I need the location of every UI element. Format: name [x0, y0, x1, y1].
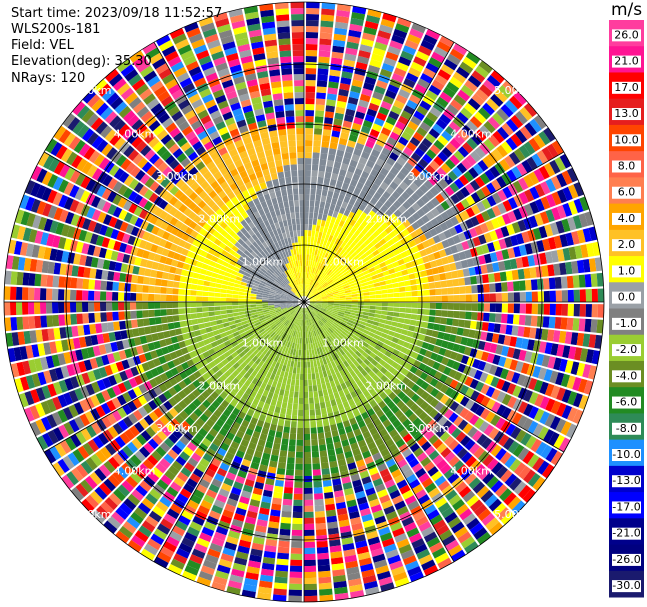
- elevation-label: Elevation(deg): 35.30: [11, 54, 152, 69]
- colorbar-tick-bg: [612, 553, 641, 566]
- ring-distance-label: 2.00km: [365, 379, 407, 392]
- colorbar-tick-label: -1.0: [616, 317, 637, 330]
- ring-distance-label: 3.00km: [156, 170, 198, 183]
- colorbar-tick-label: -2.0: [616, 343, 637, 356]
- ring-distance-label: 1.00km: [242, 336, 284, 349]
- colorbar-tick-bg: [612, 448, 641, 461]
- ring-distance-label: 4.00km: [450, 128, 492, 141]
- azimuth-spoke: [303, 41, 455, 303]
- ring-distance-label: 1.00km: [322, 336, 364, 349]
- ring-distance-label: 3.00km: [408, 170, 450, 183]
- ring-distance-label: 3.00km: [408, 422, 450, 435]
- colorbar-tick-label: -6.0: [616, 396, 637, 409]
- azimuth-spoke: [303, 301, 455, 563]
- start-time-label: Start time: 2023/09/18 11:52:57: [11, 6, 223, 21]
- colorbar-tick-bg: [612, 186, 641, 199]
- colorbar-tick-bg: [612, 344, 641, 357]
- colorbar-tick-bg: [612, 527, 641, 540]
- colorbar-tick-label: 26.0: [614, 28, 639, 41]
- colorbar-tick-label: 4.0: [618, 212, 636, 225]
- colorbar-tick-label: 10.0: [614, 133, 639, 146]
- ring-distance-label: 5.00km: [494, 508, 536, 521]
- ring-distance-label: 1.00km: [322, 256, 364, 269]
- colorbar-tick-bg: [612, 29, 641, 42]
- colorbar-tick-label: 17.0: [614, 81, 639, 94]
- colorbar-tick-label: -4.0: [616, 369, 637, 382]
- colorbar-tick-label: -30.0: [612, 579, 640, 592]
- colorbar-tick-bg: [612, 291, 641, 304]
- colorbar-tick-label: 13.0: [614, 107, 639, 120]
- colorbar-tick-bg: [612, 81, 641, 94]
- colorbar-tick-label: 21.0: [614, 55, 639, 68]
- ring-distance-label: 2.00km: [199, 379, 241, 392]
- colorbar-tick-bg: [612, 370, 641, 383]
- field-label: Field: VEL: [11, 38, 74, 53]
- colorbar-tick-bg: [612, 396, 641, 409]
- ring-distance-label: 3.00km: [156, 422, 198, 435]
- colorbar-tick-bg: [612, 160, 641, 173]
- colorbar-tick-label: -8.0: [616, 422, 637, 435]
- colorbar-tick-label: -26.0: [612, 553, 640, 566]
- colorbar-tick-label: 1.0: [618, 264, 636, 277]
- azimuth-spoke: [303, 151, 565, 303]
- azimuth-spoke: [43, 151, 305, 303]
- colorbar-tick-bg: [612, 134, 641, 147]
- colorbar-tick-label: -13.0: [612, 474, 640, 487]
- ring-distance-label: 5.00km: [494, 84, 536, 97]
- colorbar-tick-bg: [612, 580, 641, 593]
- colorbar-tick-label: 0.0: [618, 291, 636, 304]
- ring-distance-label: 5.00km: [70, 508, 112, 521]
- colorbar-tick-label: 2.0: [618, 238, 636, 251]
- colorbar-tick-bg: [612, 239, 641, 252]
- range-rings: [3, 1, 605, 603]
- colorbar-tick-bg: [612, 317, 641, 330]
- colorbar-tick-bg: [612, 108, 641, 121]
- colorbar-unit-label: m/s: [611, 0, 643, 20]
- colorbar-tick-bg: [612, 265, 641, 278]
- azimuth-spoke: [303, 301, 565, 453]
- colorbar-tick-label: -10.0: [612, 448, 640, 461]
- colorbar-tick-label: 8.0: [618, 159, 636, 172]
- colorbar-tick-label: 6.0: [618, 186, 636, 199]
- colorbar-tick-label: -17.0: [612, 500, 640, 513]
- colorbar-tick-bg: [612, 422, 641, 435]
- colorbar-tick-bg: [612, 501, 641, 514]
- ring-distance-label: 4.00km: [114, 464, 156, 477]
- ring-distance-label: 2.00km: [199, 213, 241, 226]
- colorbar-tick-bg: [612, 212, 641, 225]
- ring-distance-label: 1.00km: [242, 256, 284, 269]
- ring-distance-label: 4.00km: [114, 128, 156, 141]
- colorbar-tick-bg: [612, 55, 641, 68]
- azimuth-spoke: [43, 301, 305, 453]
- nrays-label: NRays: 120: [11, 71, 86, 86]
- azimuth-spoke: [153, 41, 305, 303]
- ring-distance-label: 2.00km: [365, 213, 407, 226]
- instrument-label: WLS200s-181: [11, 22, 101, 37]
- azimuth-spoke: [153, 301, 305, 563]
- colorbar-tick-bg: [612, 475, 641, 488]
- ring-distance-label: 4.00km: [450, 464, 492, 477]
- colorbar-tick-label: -21.0: [612, 527, 640, 540]
- ring-distance-label: 5.00km: [70, 84, 112, 97]
